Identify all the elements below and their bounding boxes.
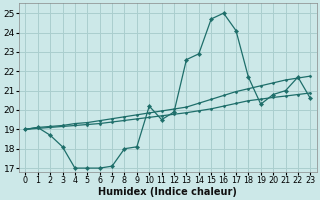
X-axis label: Humidex (Indice chaleur): Humidex (Indice chaleur) — [98, 187, 237, 197]
